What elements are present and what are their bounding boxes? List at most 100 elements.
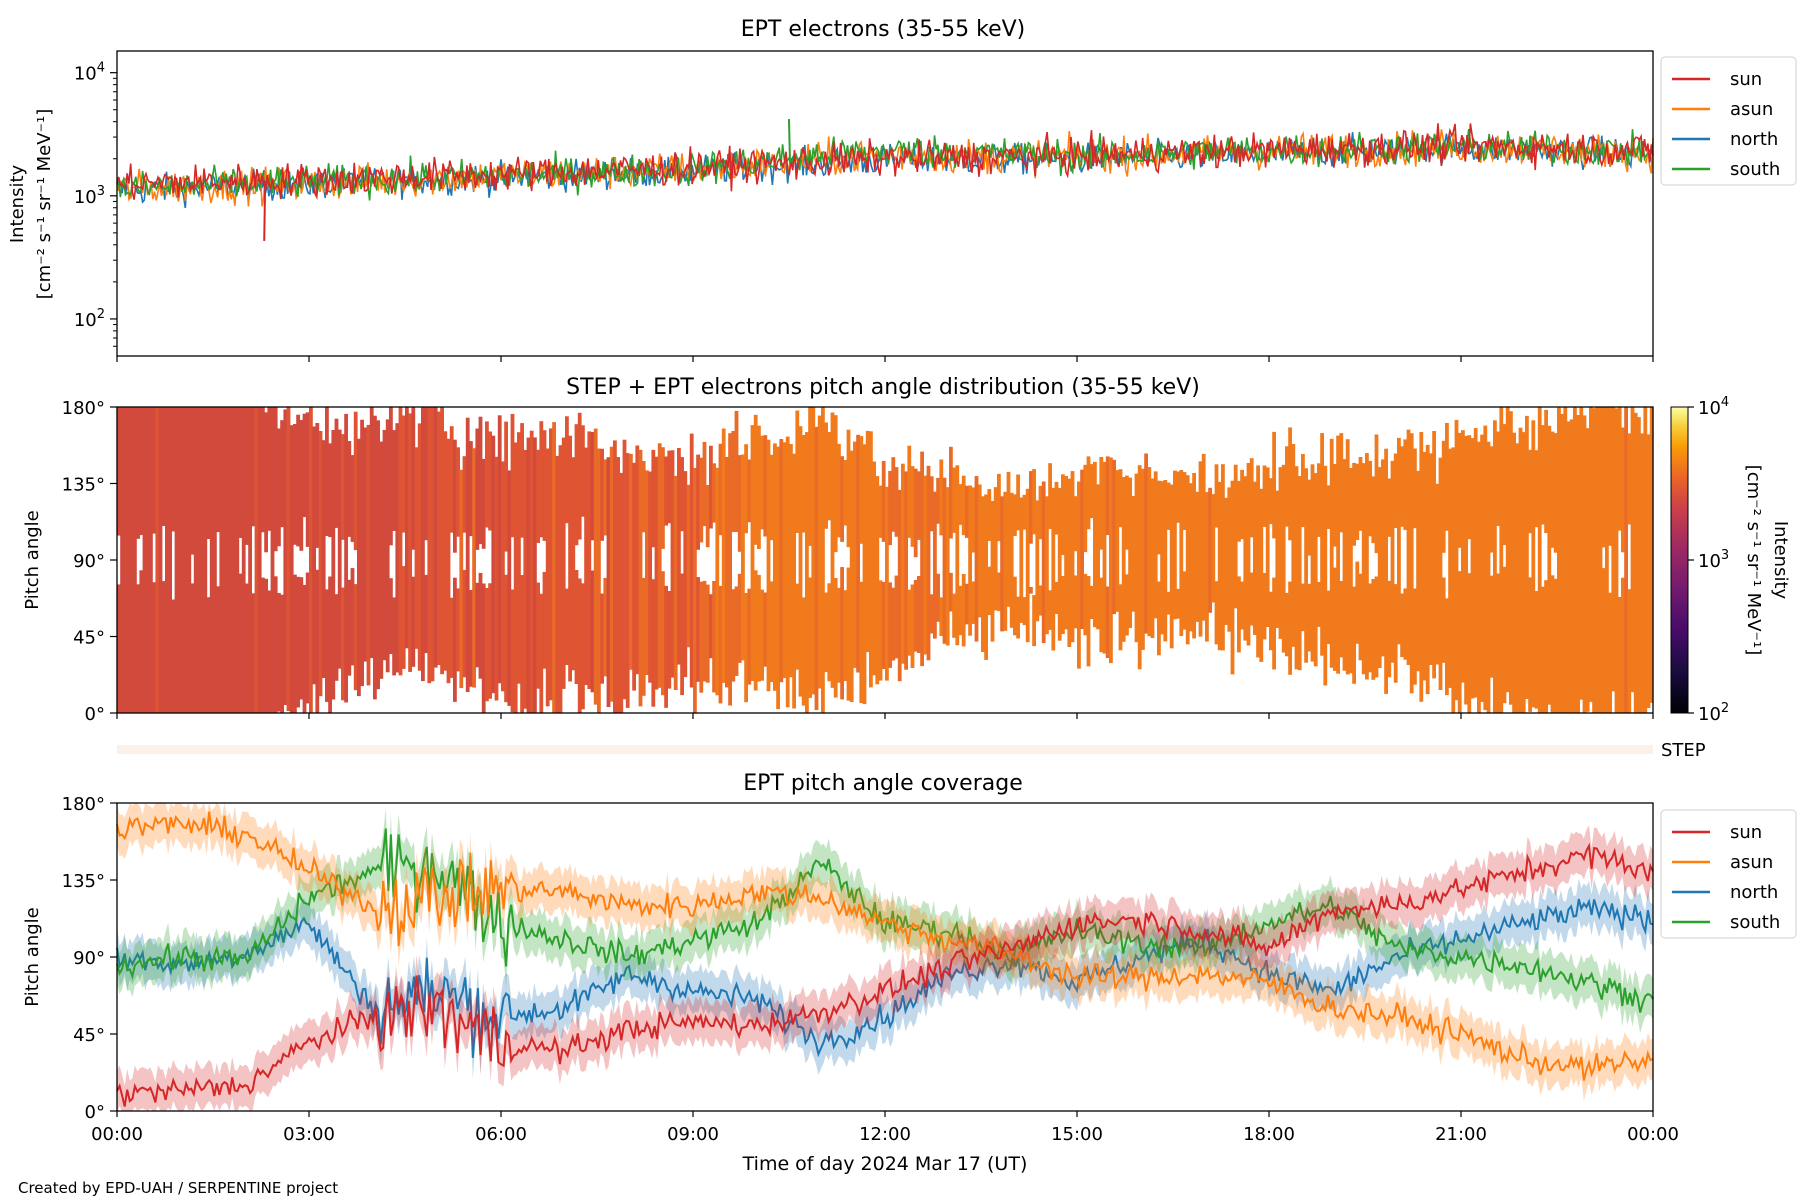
- heatmap-cell: [1627, 433, 1632, 525]
- heatmap-cell: [968, 485, 972, 636]
- heatmap-cell: [763, 435, 768, 537]
- heatmap-cell: [1640, 433, 1644, 713]
- tick-exponent: 3: [97, 184, 105, 199]
- heatmap-cell: [1374, 434, 1379, 554]
- heatmap-cell: [437, 411, 441, 666]
- heatmap-cell: [120, 407, 124, 713]
- heatmap-cell: [1105, 586, 1110, 658]
- heatmap-cell: [1009, 492, 1014, 628]
- heatmap-cell: [1185, 475, 1190, 645]
- heatmap-cell: [350, 455, 355, 542]
- heatmap-cell: [1393, 584, 1398, 683]
- series-band-sun: [117, 825, 1653, 1111]
- heatmap-cell: [1147, 467, 1152, 637]
- heatmap-cell: [117, 584, 121, 713]
- heatmap-cell: [590, 570, 595, 693]
- heatmap-cell: [1249, 572, 1254, 626]
- heatmap-cell: [1259, 488, 1264, 662]
- heatmap-cell: [296, 576, 300, 708]
- heatmap-cell: [453, 439, 457, 553]
- x-axis-label: Time of day 2024 Mar 17 (UT): [742, 1153, 1028, 1175]
- heatmap-cell: [827, 583, 832, 682]
- heatmap-cell: [673, 475, 678, 690]
- heatmap-cell: [699, 581, 704, 693]
- heatmap-cell: [293, 574, 297, 713]
- heatmap-cell: [769, 581, 774, 683]
- heatmap-cell: [920, 451, 924, 667]
- heatmap-cell: [907, 445, 912, 538]
- heatmap-cell: [421, 407, 425, 682]
- heatmap-cell: [555, 455, 560, 713]
- heatmap-cell: [1595, 407, 1600, 713]
- heatmap-cell: [1029, 587, 1033, 594]
- colorbar-units: [cm⁻² s⁻¹ sr⁻¹ MeV⁻¹]: [1743, 465, 1764, 656]
- heatmap-cell: [1131, 496, 1136, 612]
- heatmap-cell: [1361, 463, 1366, 675]
- heatmap-cell: [1569, 419, 1574, 713]
- heatmap-cell: [293, 424, 297, 545]
- heatmap-cell: [1483, 425, 1488, 711]
- heatmap-cell: [971, 487, 976, 553]
- panel1-frame: [116, 50, 1654, 357]
- tick-base: 10: [74, 310, 97, 331]
- heatmap-cell: [337, 429, 342, 669]
- y-tick-label: 45°: [73, 628, 105, 649]
- heatmap-cell: [1301, 583, 1305, 632]
- heatmap-cell: [913, 468, 918, 558]
- heatmap-cell: [798, 426, 803, 697]
- heatmap-cell: [401, 566, 406, 669]
- heatmap-cell: [981, 496, 985, 652]
- heatmap-cell: [1525, 415, 1529, 699]
- heatmap-cell: [328, 443, 332, 538]
- heatmap-cell: [958, 484, 963, 525]
- heatmap-cell: [155, 407, 160, 713]
- heatmap-cell: [1115, 470, 1120, 612]
- heatmap-cell: [1240, 469, 1244, 540]
- heatmap-cell: [261, 407, 265, 533]
- heatmap-cell: [1317, 582, 1321, 627]
- heatmap-cell: [347, 579, 352, 676]
- heatmap-cell: [1445, 598, 1449, 696]
- heatmap-cell: [1326, 590, 1331, 645]
- heatmap-cell: [993, 487, 998, 611]
- heatmap-cell: [1457, 571, 1462, 713]
- heatmap-cell: [1288, 581, 1292, 675]
- heatmap-cell: [885, 486, 889, 681]
- heatmap-cell: [305, 412, 310, 547]
- heatmap-cell: [277, 593, 281, 712]
- heatmap-cell: [475, 428, 480, 550]
- heatmap-cell: [651, 449, 656, 548]
- heatmap-cell: [1560, 413, 1564, 713]
- panel1-plot-area: [116, 119, 1654, 241]
- heatmap-cell: [305, 572, 310, 704]
- heatmap-cell: [129, 407, 134, 713]
- x-tick-label: 15:00: [1051, 1124, 1103, 1145]
- heatmap-cell: [401, 415, 406, 533]
- heatmap-cell: [680, 573, 684, 696]
- heatmap-cell: [1339, 433, 1344, 533]
- heatmap-cell: [152, 582, 156, 713]
- heatmap-cell: [1099, 457, 1104, 550]
- heatmap-cell: [1045, 496, 1049, 635]
- heatmap-cell: [894, 575, 899, 659]
- legend-box: [1660, 809, 1797, 939]
- heatmap-cell: [875, 476, 880, 685]
- heatmap-cell: [1467, 573, 1472, 713]
- heatmap-cell: [987, 566, 992, 616]
- heatmap-cell: [267, 407, 272, 531]
- heatmap-cell: [600, 593, 604, 684]
- heatmap-cell: [427, 407, 432, 684]
- series-line-south: [116, 128, 1654, 201]
- tick-base: 10: [74, 187, 97, 208]
- heatmap-cell: [1179, 470, 1184, 636]
- heatmap-cell: [261, 577, 265, 713]
- heatmap-cell: [1285, 446, 1289, 527]
- heatmap-cell: [760, 589, 764, 681]
- heatmap-cell: [1374, 576, 1379, 678]
- panel2-ylabel: Pitch angle: [22, 510, 43, 609]
- heatmap-cell: [702, 580, 707, 682]
- heatmap-cell: [705, 584, 710, 683]
- heatmap-cell: [776, 446, 780, 710]
- heatmap-cell: [485, 421, 489, 528]
